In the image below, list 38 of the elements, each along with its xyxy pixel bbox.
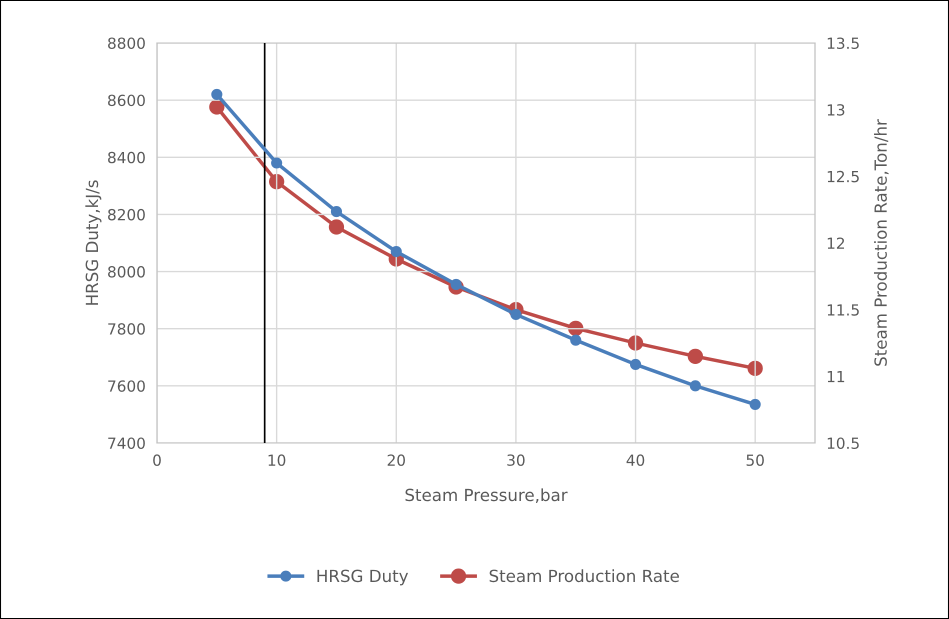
point [750,398,761,410]
point [271,157,282,169]
y-tick-label: 7800 [108,323,145,335]
point [628,335,644,351]
x-tick-label: 40 [626,454,644,466]
y-axis-title: HRSG Duty,kJ/s [85,180,102,305]
point [690,380,701,392]
y-tick-label: 8400 [108,152,145,164]
y-tick-label: 8600 [108,94,145,106]
y-tick-label: 8800 [108,37,145,50]
x-axis-title: Steam Pressure,bar [405,488,568,503]
x-tick-label: 50 [746,454,764,466]
point [209,99,224,115]
point [688,348,704,364]
y2-axis-title: Steam Production Rate,Ton/hr [874,119,889,366]
y-tick-label: 7600 [108,380,145,392]
y2-tick-label: 10.5 [828,437,859,450]
legend-label: Steam Production Rate [490,569,679,582]
point [390,246,402,258]
y2-tick-label: 13 [828,104,844,116]
point [630,358,642,370]
point [211,88,222,100]
x-tick-label: 30 [507,454,525,466]
y2-tick-label: 11.5 [828,304,859,316]
x-tick-label: 20 [388,454,405,466]
point [328,219,344,235]
y-tick-label: 8000 [108,266,145,278]
legend-label: HRSG Duty [317,570,408,586]
x-tick-label: 0 [153,454,161,466]
y2-tick-label: 11 [828,371,844,382]
y-tick-label: 8200 [108,208,145,220]
y2-tick-label: 12 [828,237,844,249]
x-tick-label: 10 [268,454,286,466]
y2-tick-label: 12.5 [828,170,859,182]
point [570,334,582,346]
y-tick-label: 7400 [108,437,145,450]
point [330,206,342,218]
y2-tick-label: 13.5 [828,37,859,50]
